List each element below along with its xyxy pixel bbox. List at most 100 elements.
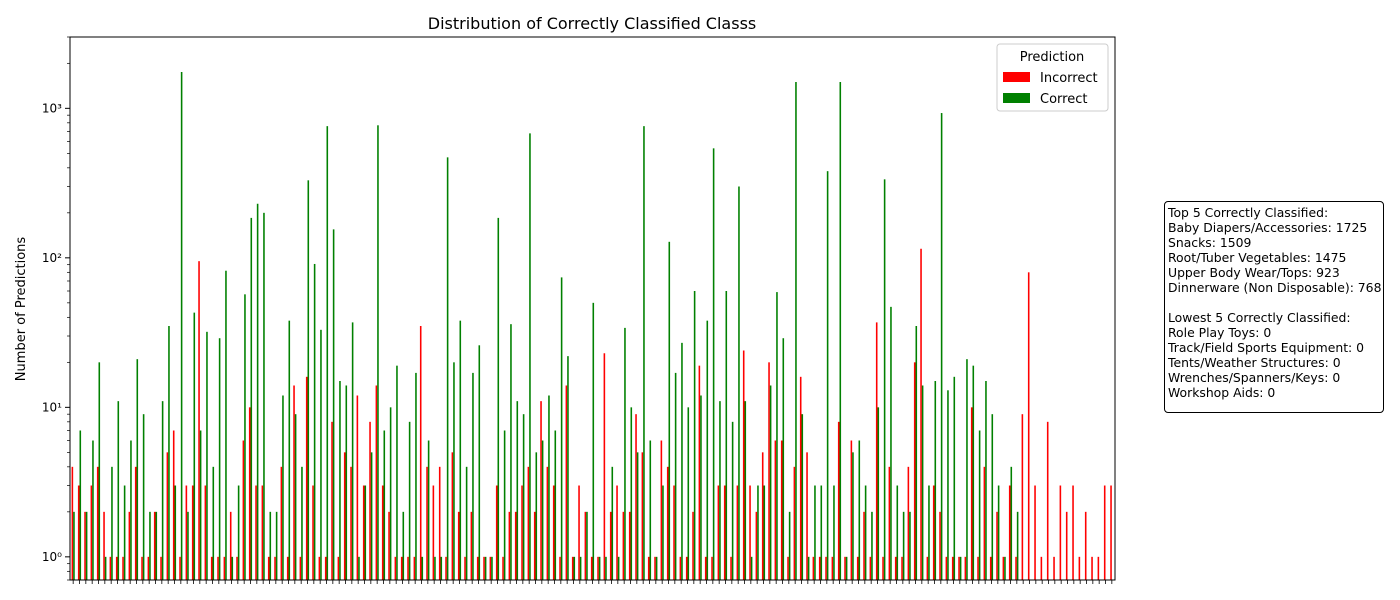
- bar-incorrect: [242, 440, 245, 580]
- bar-correct: [440, 556, 443, 580]
- bar-correct: [351, 322, 354, 580]
- bar-correct: [174, 485, 177, 580]
- bar-incorrect: [90, 485, 93, 580]
- plot-area: 10⁰ 10¹ 10² 10³: [42, 36, 1113, 584]
- bar-correct: [1004, 556, 1006, 580]
- bar-correct: [326, 126, 329, 581]
- bar-incorrect: [400, 556, 403, 580]
- bar-correct: [605, 556, 607, 580]
- bar-correct: [611, 466, 614, 580]
- bar-correct: [446, 157, 449, 580]
- plot-frame: [69, 36, 1116, 581]
- bar-correct: [516, 401, 519, 580]
- bar-correct: [662, 485, 664, 580]
- bar-incorrect: [850, 440, 853, 580]
- bar-correct: [630, 407, 633, 580]
- bar-correct: [896, 485, 899, 580]
- bar-correct: [940, 113, 943, 580]
- bar-incorrect: [1002, 556, 1005, 580]
- bar-correct: [522, 414, 525, 580]
- bar-incorrect: [71, 466, 74, 580]
- bar-incorrect: [875, 322, 878, 580]
- bar-incorrect: [1110, 485, 1112, 580]
- bar-incorrect: [609, 511, 612, 580]
- bar-incorrect: [844, 556, 846, 580]
- bar-correct: [864, 485, 867, 580]
- bar-incorrect: [920, 248, 922, 580]
- bar-correct: [529, 133, 531, 580]
- bar-incorrect: [489, 556, 492, 580]
- bar-incorrect: [198, 261, 200, 580]
- bar-incorrect: [673, 485, 675, 580]
- bar-incorrect: [337, 556, 340, 580]
- bar-incorrect: [141, 556, 143, 580]
- bar-correct: [491, 556, 493, 580]
- bar-incorrect: [109, 556, 112, 580]
- bar-incorrect: [616, 485, 618, 580]
- low-item: Tents/Weather Structures: 0: [1168, 355, 1341, 370]
- bar-correct: [187, 511, 189, 580]
- bar-correct: [712, 148, 715, 580]
- bar-incorrect: [780, 440, 783, 580]
- bar-incorrect: [248, 407, 251, 580]
- bar-correct: [212, 466, 215, 580]
- bar-correct: [111, 466, 113, 580]
- bar-incorrect: [1040, 556, 1043, 580]
- bar-incorrect: [438, 466, 441, 580]
- bar-incorrect: [122, 556, 124, 580]
- bar-incorrect: [236, 556, 238, 580]
- bar-correct: [795, 82, 797, 580]
- bar-incorrect: [502, 556, 504, 580]
- bar-incorrect: [894, 556, 897, 580]
- bar-incorrect: [964, 556, 967, 580]
- bar-correct: [788, 511, 791, 580]
- bar-incorrect: [445, 556, 447, 580]
- legend-label-incorrect: Incorrect: [1040, 71, 1098, 86]
- bar-incorrect: [521, 485, 523, 580]
- bar-correct: [750, 556, 753, 580]
- bar-incorrect: [299, 556, 302, 580]
- bar-incorrect: [172, 430, 175, 580]
- bar-correct: [364, 485, 367, 580]
- bar-incorrect: [451, 452, 454, 580]
- bar-correct: [966, 359, 968, 580]
- bar-correct: [763, 485, 766, 580]
- bar-correct: [282, 395, 284, 580]
- bar-incorrect: [255, 485, 257, 580]
- bar-incorrect: [1053, 556, 1055, 580]
- bar-incorrect: [831, 556, 834, 580]
- bar-incorrect: [932, 485, 935, 580]
- bar-correct: [130, 440, 132, 580]
- bar-correct: [674, 372, 677, 580]
- bar-incorrect: [210, 556, 213, 580]
- bar-correct: [997, 485, 1000, 580]
- y-axis-label: Number of Predictions: [14, 237, 29, 382]
- bar-incorrect: [977, 556, 979, 580]
- bar-incorrect: [654, 556, 656, 580]
- spacer: [1168, 295, 1380, 310]
- bar-correct: [231, 556, 234, 580]
- bar-correct: [649, 440, 652, 580]
- bar-incorrect: [274, 556, 276, 580]
- bar-incorrect: [622, 511, 625, 580]
- bar-incorrect: [717, 485, 720, 580]
- bar-correct: [269, 511, 272, 580]
- bar-correct: [668, 241, 671, 580]
- bar-correct: [554, 430, 557, 580]
- bar-incorrect: [768, 362, 770, 580]
- bar-incorrect: [584, 511, 587, 580]
- bar-correct: [826, 171, 829, 580]
- bar-incorrect: [628, 511, 631, 580]
- bar-correct: [142, 414, 145, 580]
- bar-incorrect: [540, 401, 542, 580]
- bar-incorrect: [362, 485, 365, 580]
- bar-incorrect: [736, 485, 739, 580]
- bar-incorrect: [723, 485, 726, 580]
- bar-correct: [852, 452, 854, 580]
- bar-incorrect: [261, 485, 264, 580]
- bar-correct: [978, 430, 981, 580]
- bar-incorrect: [293, 385, 295, 580]
- bar-incorrect: [647, 556, 650, 580]
- bar-correct: [383, 430, 386, 580]
- bar-correct: [510, 324, 512, 580]
